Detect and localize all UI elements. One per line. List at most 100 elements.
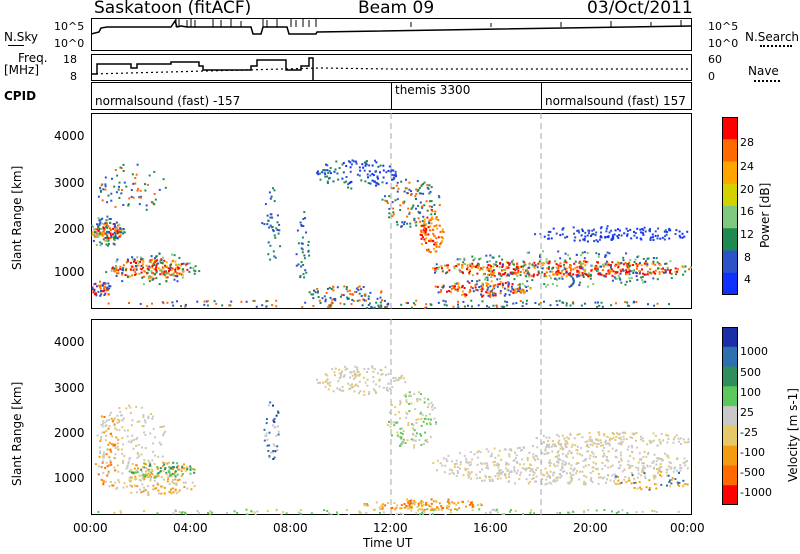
- power-return: [472, 259, 475, 262]
- velocity-return: [553, 479, 555, 482]
- power-return: [564, 271, 567, 274]
- power-return: [515, 302, 518, 305]
- power-return: [99, 241, 102, 244]
- velocity-return: [330, 513, 333, 515]
- velocity-return: [387, 382, 390, 385]
- power-return: [328, 170, 331, 173]
- power-return: [376, 175, 379, 178]
- power-return: [148, 274, 151, 277]
- velocity-return: [110, 451, 113, 453]
- velocity-return: [431, 408, 434, 411]
- velocity-return: [104, 480, 107, 483]
- power-return: [628, 265, 631, 267]
- velocity-return: [122, 460, 124, 462]
- power-return: [176, 300, 178, 303]
- velocity-return: [602, 444, 604, 447]
- velocity-return: [100, 415, 103, 418]
- power-return: [122, 170, 125, 172]
- velocity-return: [642, 440, 645, 443]
- power-return: [381, 181, 384, 184]
- velocity-return: [532, 470, 535, 473]
- power-return: [522, 268, 525, 271]
- velocity-return: [488, 475, 490, 478]
- power-return: [539, 256, 541, 258]
- velocity-return: [557, 476, 559, 479]
- power-return: [625, 270, 628, 273]
- velocity-return: [651, 461, 654, 464]
- velocity-return: [358, 392, 360, 395]
- velocity-return: [116, 464, 119, 467]
- velocity-return: [381, 507, 384, 510]
- power-return: [566, 273, 569, 276]
- power-return: [496, 305, 498, 308]
- velocity-return: [590, 477, 593, 480]
- power-return: [435, 250, 438, 253]
- velocity-return: [400, 375, 403, 378]
- velocity-return: [114, 427, 117, 430]
- power-return: [155, 270, 158, 273]
- power-return: [600, 273, 603, 276]
- velocity-return: [546, 445, 548, 448]
- velocity-return: [559, 447, 562, 450]
- velocity-return: [648, 479, 651, 482]
- velocity-return: [174, 509, 177, 512]
- power-return: [189, 266, 192, 269]
- power-return: [358, 285, 361, 288]
- power-return: [651, 233, 654, 236]
- velocity-return: [684, 461, 687, 464]
- velocity-return: [660, 432, 663, 435]
- velocity-return: [510, 448, 512, 451]
- power-return: [403, 200, 406, 203]
- power-return: [350, 303, 353, 305]
- velocity-return: [449, 508, 452, 511]
- velocity-return: [113, 457, 116, 460]
- power-return: [423, 230, 426, 233]
- velocity-return: [378, 506, 381, 509]
- power-return: [581, 267, 584, 270]
- power-return: [229, 304, 232, 307]
- velocity-return: [387, 389, 389, 392]
- velocity-return: [633, 487, 636, 489]
- velocity-return: [587, 464, 590, 466]
- power-return: [423, 225, 426, 228]
- power-return: [656, 278, 659, 281]
- velocity-return: [569, 433, 572, 436]
- velocity-return: [128, 470, 131, 473]
- power-return: [565, 261, 568, 264]
- power-return: [459, 271, 462, 273]
- power-return: [390, 187, 393, 190]
- velocity-return: [603, 434, 606, 437]
- power-return: [529, 287, 532, 290]
- velocity-return: [446, 460, 449, 463]
- power-return: [420, 229, 423, 232]
- power-return: [255, 305, 258, 308]
- power-return: [410, 207, 413, 210]
- power-return: [504, 282, 507, 285]
- velocity-return: [615, 475, 618, 478]
- power-return: [206, 300, 209, 302]
- power-return: [143, 270, 146, 273]
- velocity-return: [556, 433, 559, 436]
- power-return: [221, 304, 224, 307]
- velocity-return: [548, 443, 551, 446]
- power-return: [171, 260, 174, 263]
- velocity-return: [592, 452, 595, 455]
- velocity-return: [570, 464, 573, 467]
- power-return: [498, 255, 501, 258]
- velocity-return: [160, 492, 163, 495]
- power-return: [674, 233, 677, 235]
- velocity-return: [629, 466, 632, 469]
- power-return: [518, 284, 521, 287]
- power-return: [430, 205, 433, 208]
- power-return: [413, 219, 416, 221]
- velocity-return: [551, 450, 554, 453]
- power-return: [452, 305, 455, 308]
- velocity-return: [633, 477, 636, 480]
- velocity-return: [582, 466, 585, 469]
- power-return: [356, 299, 359, 302]
- velocity-return: [560, 443, 562, 446]
- power-return: [440, 241, 443, 244]
- power-return: [614, 272, 617, 275]
- velocity-return: [475, 473, 478, 476]
- power-return: [165, 280, 168, 282]
